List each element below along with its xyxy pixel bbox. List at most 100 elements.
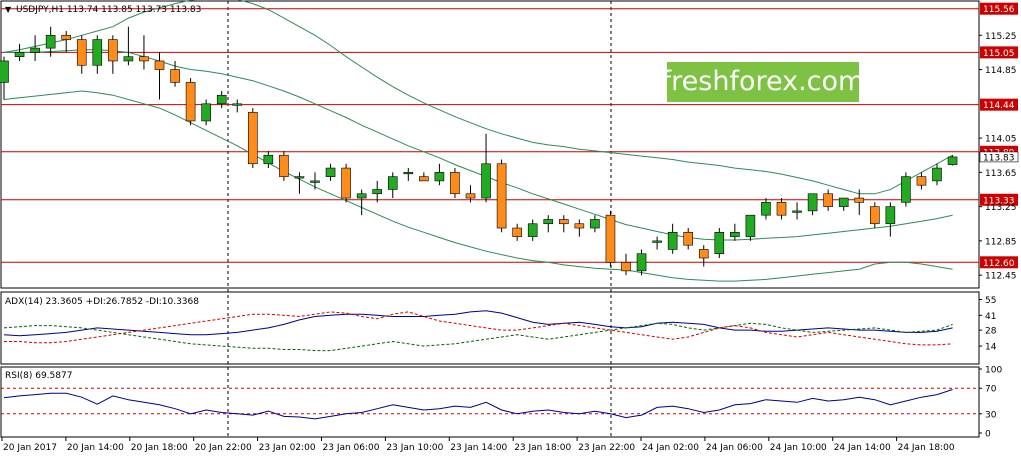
candle-body-bear xyxy=(450,172,460,195)
candle xyxy=(776,198,787,220)
candle-body-bear xyxy=(419,176,429,182)
candle xyxy=(372,180,383,203)
candle-body-bull xyxy=(543,219,554,225)
candle xyxy=(496,159,507,233)
adx-axis: 55 41 28 14 xyxy=(979,296,997,353)
level-price-tag xyxy=(980,193,1018,206)
time-tick-label: 23 Jan 22:00 xyxy=(578,443,635,453)
candle xyxy=(558,215,569,233)
time-tick-label: 23 Jan 02:00 xyxy=(259,443,316,453)
candle-body-bear xyxy=(108,39,118,62)
candle xyxy=(854,189,865,216)
candle xyxy=(730,223,740,241)
adx-tick-label: 14 xyxy=(985,343,997,353)
candle-body-bear xyxy=(170,69,180,83)
candle-body-bull xyxy=(807,193,818,212)
candle xyxy=(901,172,911,207)
candle xyxy=(154,52,165,100)
candle-body-bear xyxy=(558,219,569,225)
level-price-label: 115.56 xyxy=(983,5,1015,15)
freshforex-watermark: freshforex.com xyxy=(662,62,864,102)
candle-body-bear xyxy=(823,193,833,207)
candle-body-bull xyxy=(123,56,134,62)
candle xyxy=(201,99,211,126)
price-panel-frame xyxy=(0,0,980,289)
price-axis: 115.56115.05114.44113.89113.33112.60115.… xyxy=(979,2,1019,282)
band-lower-line xyxy=(3,90,953,282)
candle xyxy=(30,35,40,61)
candle xyxy=(434,163,445,186)
candle-body-bull xyxy=(667,232,678,250)
adx-tick-label: 55 xyxy=(985,296,996,306)
level-price-tag xyxy=(980,256,1018,269)
candle xyxy=(698,245,709,267)
candle xyxy=(838,197,849,211)
time-tick-label: 20 Jan 14:00 xyxy=(67,443,124,453)
time-tick-label: 24 Jan 06:00 xyxy=(706,443,763,453)
time-tick-label: 24 Jan 18:00 xyxy=(898,443,955,453)
candle xyxy=(419,172,429,182)
candle xyxy=(745,214,756,241)
candle xyxy=(947,155,958,166)
rsi-panel-frame xyxy=(0,366,980,438)
candle xyxy=(263,150,274,169)
candle-body-bull xyxy=(92,39,103,66)
candle xyxy=(590,215,600,233)
candle-body-bull xyxy=(263,154,274,165)
rsi-tick-label: 30 xyxy=(985,410,997,420)
candle-body-bull xyxy=(387,176,398,190)
candle xyxy=(636,249,647,276)
candle xyxy=(807,193,818,216)
candle-body-bull xyxy=(14,52,25,57)
candle-body-bear xyxy=(512,227,522,237)
candle-body-bull xyxy=(885,206,896,225)
candle xyxy=(761,198,771,220)
candle-body-bull xyxy=(232,103,243,106)
rsi-tick-label: 100 xyxy=(985,366,1002,376)
candle-body-bear xyxy=(185,82,196,122)
candle-body-bull xyxy=(745,214,756,237)
level-price-label: 112.60 xyxy=(983,259,1015,269)
candle-body-bear xyxy=(776,202,787,216)
price-tick-label: 113.65 xyxy=(985,169,1017,179)
adx-series-di-line xyxy=(4,311,953,346)
candle xyxy=(450,168,460,199)
candle-body-bear xyxy=(683,232,694,246)
rsi-lines xyxy=(1,387,979,420)
candle xyxy=(325,163,336,181)
candle-body-bull xyxy=(481,163,491,199)
horizontal-levels xyxy=(1,8,979,263)
candle xyxy=(667,223,678,254)
candle-body-bull xyxy=(325,167,336,177)
price-tick-label: 114.85 xyxy=(985,66,1017,76)
candle xyxy=(14,43,25,61)
candle-body-bull xyxy=(792,210,802,213)
candle xyxy=(481,133,491,203)
candle-body-bear xyxy=(916,176,927,186)
candle-body-bear xyxy=(139,56,149,62)
time-tick-label: 24 Jan 10:00 xyxy=(770,443,827,453)
band-upper-line xyxy=(3,0,953,195)
candle-body-bull xyxy=(590,219,600,229)
candle xyxy=(387,172,398,199)
candle xyxy=(170,60,180,87)
candle xyxy=(76,35,87,74)
candle-body-bull xyxy=(761,202,771,216)
candle-body-bull xyxy=(652,240,662,243)
candle-body-bear xyxy=(279,154,289,177)
candle-body-bull xyxy=(527,223,538,237)
candle xyxy=(232,99,243,113)
level-price-label: 114.44 xyxy=(983,101,1015,111)
adx-tick-label: 41 xyxy=(985,312,996,322)
time-tick-label: 20 Jan 18:00 xyxy=(131,443,188,453)
level-price-tag xyxy=(980,2,1018,15)
candle xyxy=(652,236,662,250)
candle-body-bull xyxy=(901,176,911,203)
current-price-tag xyxy=(979,151,1019,163)
candle-body-bull xyxy=(310,180,320,183)
candle-body-bull xyxy=(932,167,942,182)
time-tick-label: 23 Jan 10:00 xyxy=(386,443,443,453)
candle xyxy=(108,35,118,74)
candle-body-bear xyxy=(76,39,87,66)
